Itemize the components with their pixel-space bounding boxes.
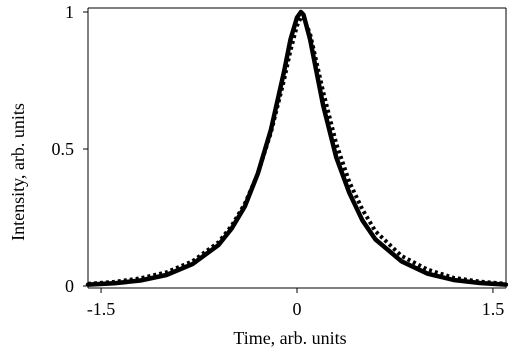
x-axis-title: Time, arb. units <box>233 328 346 348</box>
y-tick-label: 1 <box>65 2 74 22</box>
y-axis-title: Intensity, arb. units <box>8 103 28 241</box>
series-layer <box>85 9 508 287</box>
ticks-layer: -1.5 0 1.5 0 0.5 1 <box>52 2 505 319</box>
y-tick-label: 0.5 <box>52 139 75 159</box>
y-tick-label: 0 <box>65 276 74 296</box>
x-tick-label: -1.5 <box>87 299 116 319</box>
plot-frame <box>87 7 507 289</box>
solid-series-line <box>85 9 508 287</box>
x-tick-label: 0 <box>293 299 302 319</box>
x-tick-label: 1.5 <box>482 299 505 319</box>
